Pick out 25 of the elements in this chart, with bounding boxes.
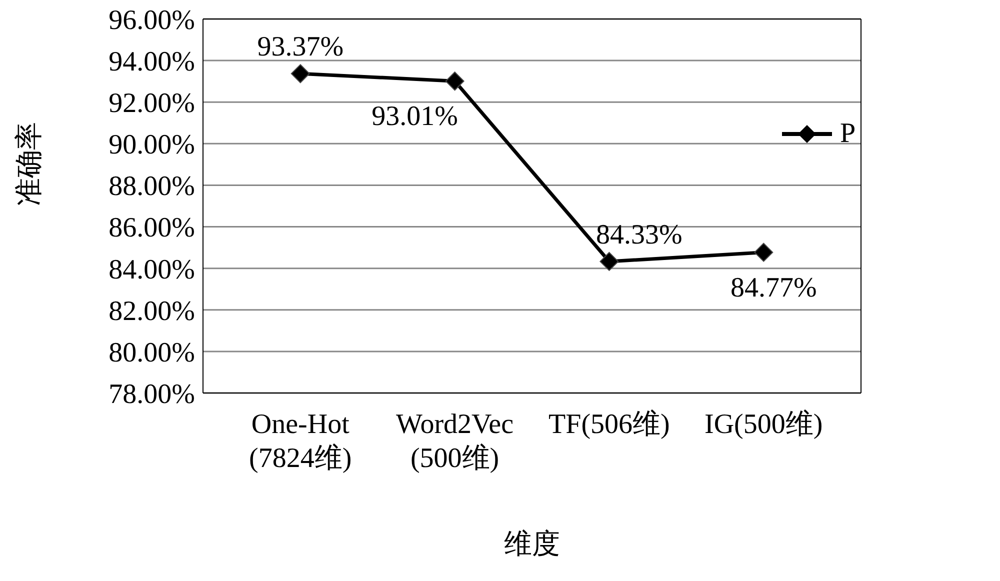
y-tick-label: 78.00%: [108, 378, 195, 410]
point: [290, 64, 310, 84]
y-tick-label: 90.00%: [108, 130, 195, 161]
y-axis-title: 准确率: [14, 122, 45, 206]
point: [445, 72, 464, 91]
y-tick-label: 94.00%: [108, 46, 195, 78]
y-tick-label: 84.00%: [108, 254, 195, 286]
y-tick-label: 80.00%: [108, 337, 195, 368]
y-tick-label: 82.00%: [108, 296, 195, 327]
x-tick-label: TF(506维): [548, 409, 670, 440]
point: [754, 242, 774, 262]
x-tick-label: One-Hot (7824维): [249, 409, 352, 474]
data-label: 93.01%: [372, 101, 458, 132]
point: [600, 252, 619, 271]
y-tick-label: 96.00%: [108, 4, 195, 36]
y-tick-label: 92.00%: [108, 88, 195, 120]
data-label: 84.77%: [730, 272, 817, 304]
x-tick-label: Word2Vec (500维): [396, 409, 514, 474]
x-axis-title: 维度: [504, 529, 560, 560]
y-tick-label: 88.00%: [108, 171, 195, 202]
x-tick-label: IG(500维): [704, 409, 823, 440]
data-label: 93.37%: [257, 32, 344, 63]
y-tick-label: 86.00%: [108, 212, 195, 244]
data-label: 84.33%: [596, 219, 682, 250]
legend-label: P: [840, 118, 856, 150]
